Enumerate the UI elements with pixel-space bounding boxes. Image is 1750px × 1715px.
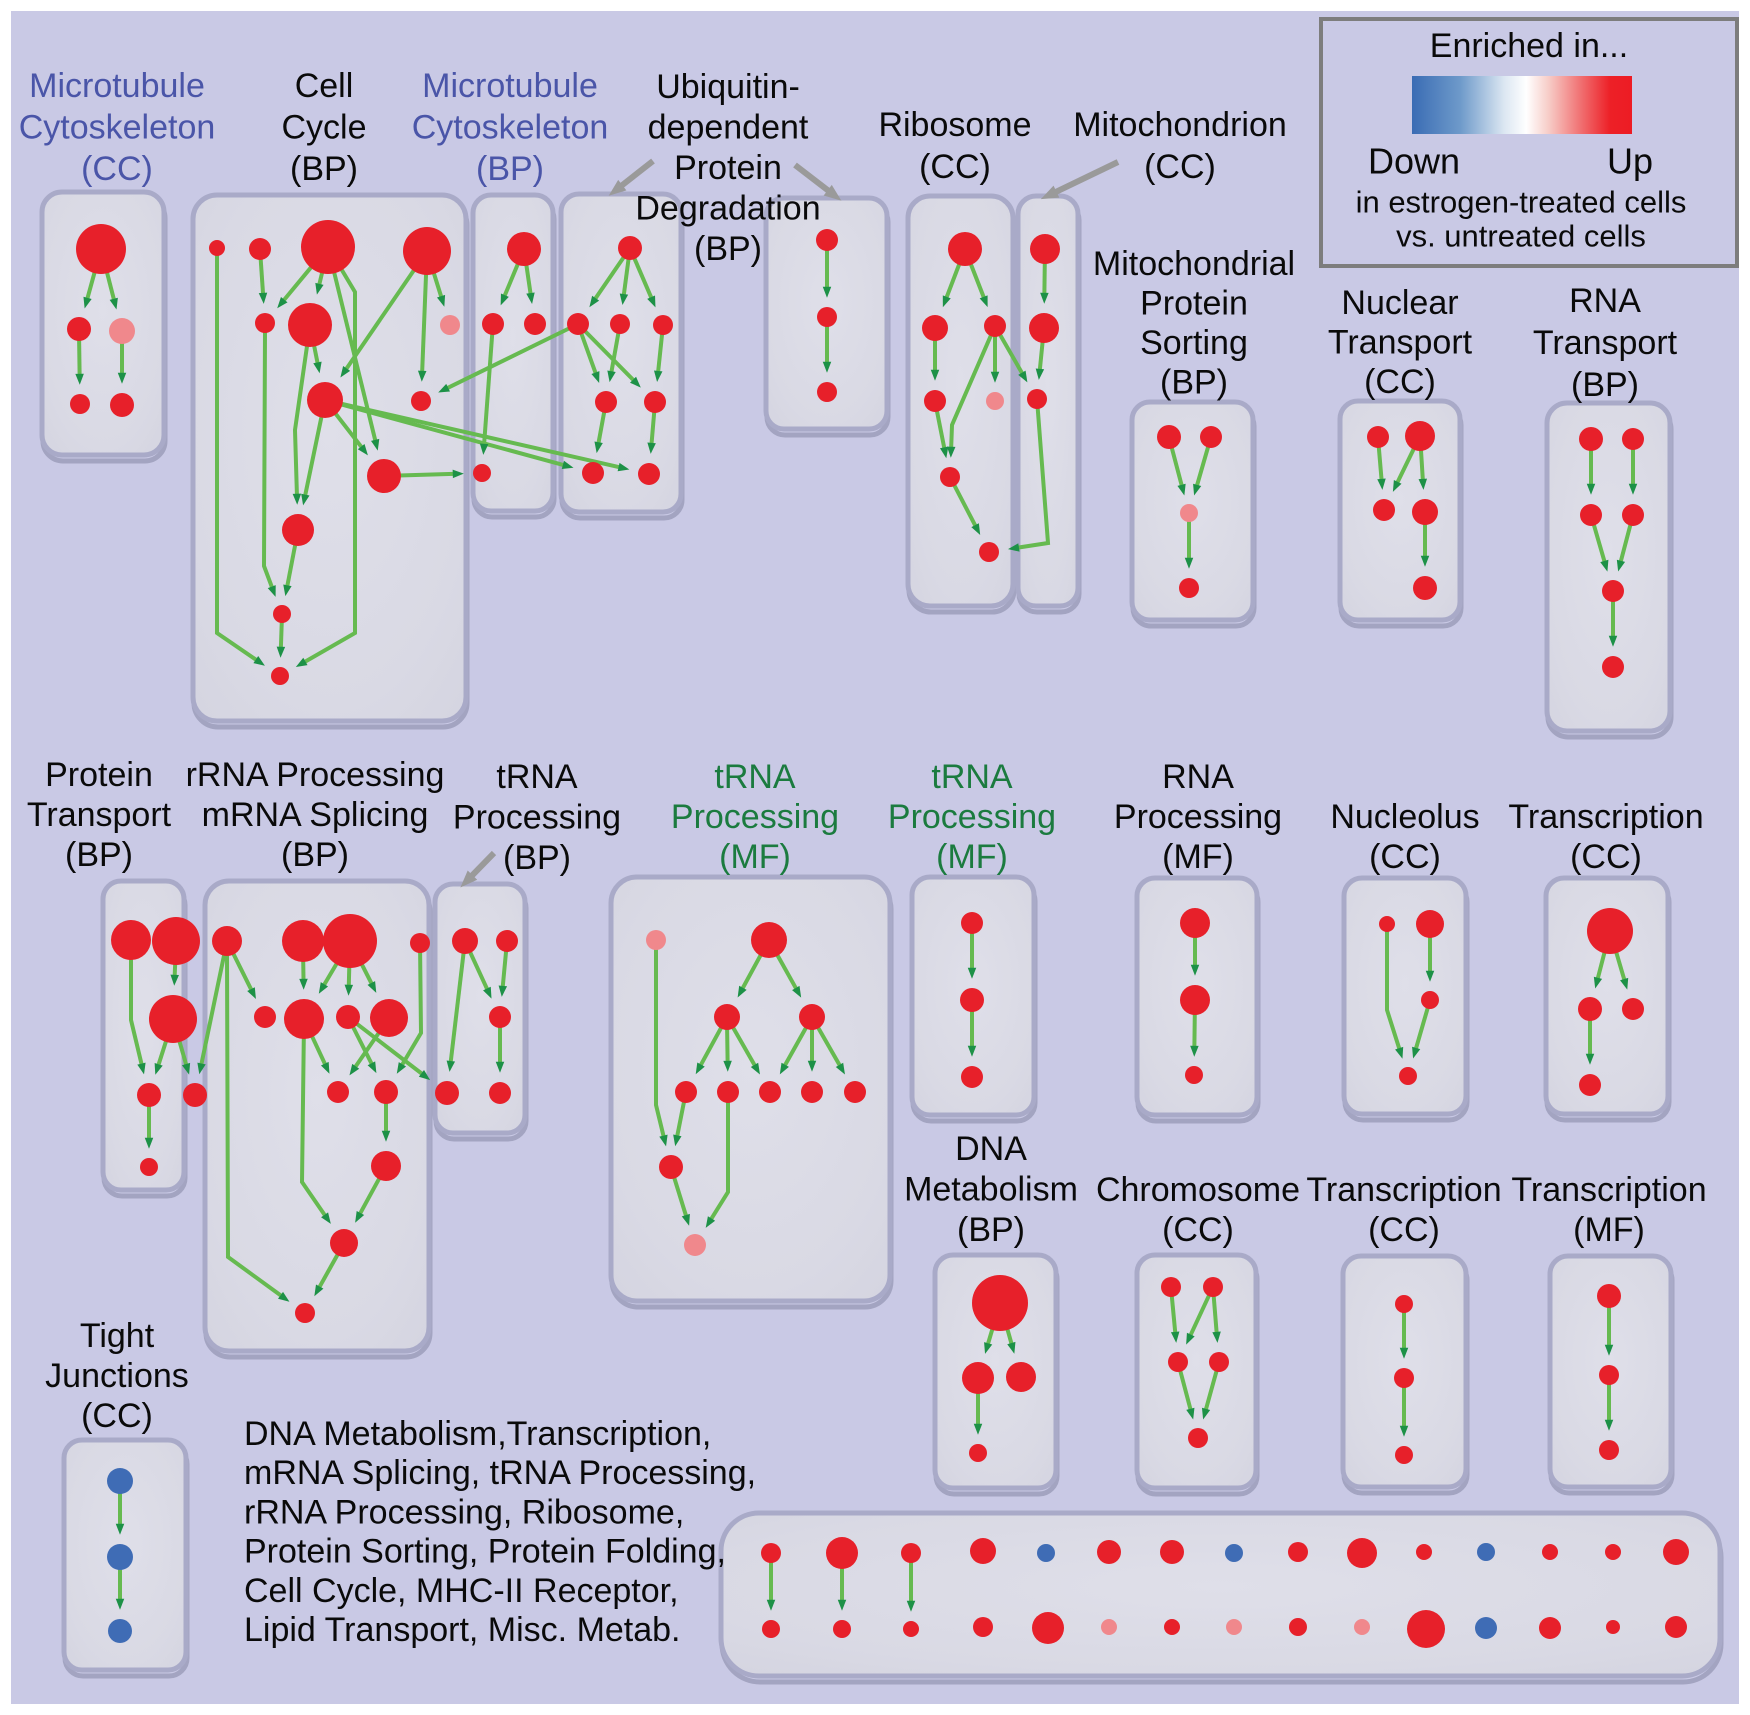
svg-text:DNA: DNA (955, 1130, 1027, 1168)
svg-text:Mitochondrial: Mitochondrial (1093, 245, 1295, 283)
svg-text:Up: Up (1607, 141, 1653, 182)
svg-text:(BP): (BP) (957, 1211, 1025, 1249)
svg-text:Sorting: Sorting (1140, 324, 1248, 362)
svg-text:Protein: Protein (1140, 285, 1248, 323)
svg-text:Tight: Tight (80, 1317, 155, 1355)
svg-text:(BP): (BP) (1571, 366, 1639, 404)
svg-text:Processing: Processing (1114, 798, 1282, 836)
svg-text:Protein: Protein (674, 149, 782, 187)
svg-text:mRNA Splicing: mRNA Splicing (202, 796, 429, 834)
svg-text:Transcription: Transcription (1511, 1171, 1706, 1209)
svg-text:Transport: Transport (27, 796, 172, 834)
svg-text:tRNA: tRNA (496, 758, 578, 796)
svg-text:(MF): (MF) (936, 838, 1008, 876)
svg-text:(BP): (BP) (65, 836, 133, 874)
svg-text:rRNA Processing: rRNA Processing (186, 756, 445, 794)
svg-text:Junctions: Junctions (45, 1357, 189, 1395)
svg-text:(BP): (BP) (290, 150, 358, 188)
svg-text:Microtubule: Microtubule (29, 67, 205, 105)
svg-text:Processing: Processing (671, 798, 839, 836)
svg-text:RNA: RNA (1569, 282, 1641, 320)
svg-text:Metabolism: Metabolism (904, 1171, 1078, 1209)
svg-text:vs. untreated cells: vs. untreated cells (1396, 219, 1646, 254)
svg-text:RNA: RNA (1162, 758, 1234, 796)
svg-text:Microtubule: Microtubule (422, 67, 598, 105)
svg-text:Nuclear: Nuclear (1341, 284, 1458, 322)
svg-text:(CC): (CC) (1570, 838, 1642, 876)
svg-text:Ribosome: Ribosome (878, 106, 1031, 144)
svg-text:rRNA Processing, Ribosome,: rRNA Processing, Ribosome, (244, 1493, 684, 1531)
svg-text:(MF): (MF) (1573, 1211, 1645, 1249)
svg-text:(CC): (CC) (1364, 363, 1436, 401)
svg-text:mRNA Splicing, tRNA Processing: mRNA Splicing, tRNA Processing, (244, 1454, 756, 1492)
svg-text:Chromosome: Chromosome (1096, 1171, 1300, 1209)
svg-text:(CC): (CC) (1368, 1211, 1440, 1249)
svg-text:Cytoskeleton: Cytoskeleton (412, 109, 609, 147)
svg-text:(CC): (CC) (81, 1397, 153, 1435)
svg-text:DNA Metabolism,Transcription,: DNA Metabolism,Transcription, (244, 1415, 711, 1453)
svg-text:Ubiquitin-: Ubiquitin- (656, 68, 800, 106)
svg-text:(CC): (CC) (1162, 1211, 1234, 1249)
svg-text:Nucleolus: Nucleolus (1330, 798, 1479, 836)
svg-text:Mitochondrion: Mitochondrion (1073, 106, 1287, 144)
svg-text:(CC): (CC) (1144, 148, 1216, 186)
svg-text:(CC): (CC) (81, 150, 153, 188)
svg-text:tRNA: tRNA (931, 758, 1013, 796)
svg-text:Cycle: Cycle (281, 109, 366, 147)
svg-text:Degradation: Degradation (635, 190, 820, 228)
svg-text:Enriched in...: Enriched in... (1430, 27, 1628, 65)
svg-text:Transcription: Transcription (1306, 1171, 1501, 1209)
svg-text:Down: Down (1368, 141, 1460, 182)
svg-text:(BP): (BP) (476, 150, 544, 188)
svg-text:Cell: Cell (295, 67, 354, 105)
svg-text:(MF): (MF) (1162, 838, 1234, 876)
svg-text:Transcription: Transcription (1508, 798, 1703, 836)
svg-text:Protein Sorting, Protein Foldi: Protein Sorting, Protein Folding, (244, 1533, 726, 1571)
svg-text:Processing: Processing (453, 799, 621, 837)
svg-text:(BP): (BP) (503, 839, 571, 877)
svg-text:(CC): (CC) (919, 148, 991, 186)
svg-text:in estrogen-treated cells: in estrogen-treated cells (1356, 185, 1687, 220)
svg-text:Transport: Transport (1328, 324, 1473, 362)
svg-text:(BP): (BP) (281, 836, 349, 874)
svg-text:(MF): (MF) (719, 838, 791, 876)
svg-text:dependent: dependent (648, 109, 809, 147)
svg-text:(BP): (BP) (694, 230, 762, 268)
svg-text:Cytoskeleton: Cytoskeleton (19, 109, 216, 147)
svg-text:(CC): (CC) (1369, 838, 1441, 876)
svg-text:tRNA: tRNA (714, 758, 796, 796)
svg-text:Cell Cycle, MHC-II Receptor,: Cell Cycle, MHC-II Receptor, (244, 1572, 679, 1610)
svg-text:Lipid Transport, Misc. Metab.: Lipid Transport, Misc. Metab. (244, 1611, 681, 1649)
svg-text:Transport: Transport (1533, 324, 1678, 362)
svg-text:Protein: Protein (45, 756, 153, 794)
svg-text:Processing: Processing (888, 798, 1056, 836)
svg-text:(BP): (BP) (1160, 364, 1228, 402)
